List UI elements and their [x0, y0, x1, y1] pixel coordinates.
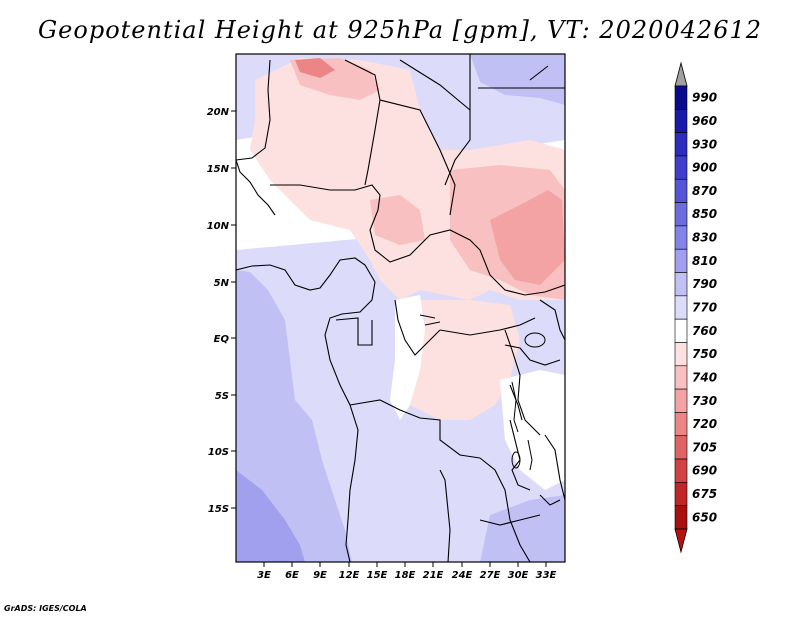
lon-axis: [263, 562, 547, 567]
colorbar-label: 690: [692, 464, 717, 478]
field-pink-central: [410, 300, 520, 420]
colorbar-swatch: [674, 85, 688, 110]
colorbar-swatch: [674, 435, 688, 460]
colorbar-label: 960: [692, 114, 717, 128]
lat-label: 20N: [207, 107, 230, 118]
colorbar: 990 960 930 900 870 850 830 810 790 770 760 750 740 7…: [674, 61, 717, 554]
lon-label: 33E: [536, 570, 557, 581]
lon-label: 27E: [480, 570, 501, 581]
colorbar-label: 850: [692, 207, 717, 221]
colorbar-label: 900: [692, 161, 717, 175]
colorbar-swatch: [674, 109, 688, 133]
colorbar-label: 870: [692, 184, 717, 198]
grads-credit: GrADS: IGES/COLA: [4, 604, 87, 613]
lat-labels: 20N 15N 10N 5N EQ 5S 10S 15S: [207, 107, 230, 515]
lon-label: 6E: [285, 570, 299, 581]
field-atlantic-low: [236, 270, 352, 562]
lat-label: 15S: [208, 504, 229, 515]
lat-axis: [231, 110, 236, 509]
lon-label: 24E: [452, 570, 473, 581]
colorbar-swatch: [674, 388, 688, 413]
colorbar-swatch: [674, 318, 688, 343]
field-ne-blue: [470, 54, 565, 105]
field-se-blue: [480, 495, 565, 562]
lon-label: 3E: [257, 570, 271, 581]
lakes: [511, 332, 546, 471]
colorbar-swatch: [674, 458, 688, 483]
colorbar-label: 830: [692, 231, 717, 245]
lat-label: 5N: [214, 278, 230, 289]
lon-label: 30E: [508, 570, 529, 581]
lon-labels: 3E 6E 9E 12E 15E 18E 21E 24E 27E 30E 33E: [257, 570, 556, 581]
lat-label: 15N: [207, 164, 230, 175]
colorbar-label: 705: [692, 440, 717, 454]
colorbar-under-triangle: [674, 528, 688, 554]
lat-label: 5S: [215, 391, 229, 402]
colorbar-swatch: [674, 295, 688, 320]
field-atlantic-lower: [236, 470, 305, 562]
colorbar-label: 720: [692, 417, 717, 431]
colorbar-label: 790: [692, 277, 717, 291]
field-pink-top: [295, 58, 335, 78]
colorbar-swatch: [674, 505, 688, 530]
colorbar-label: 750: [692, 347, 717, 361]
colorbar-swatch: [674, 202, 688, 227]
colorbar-swatch: [674, 248, 688, 273]
colorbar-label: 730: [692, 394, 717, 408]
colorbar-label: 650: [692, 510, 717, 524]
lon-label: 15E: [367, 570, 388, 581]
colorbar-label: 770: [692, 301, 717, 315]
map-title: Geopotential Height at 925hPa [gpm], VT:…: [38, 16, 762, 44]
colorbar-label: 740: [692, 370, 717, 384]
lat-label: EQ: [214, 334, 230, 345]
lat-label: 10N: [207, 221, 230, 232]
colorbar-swatch: [674, 272, 688, 297]
lon-label: 21E: [423, 570, 444, 581]
colorbar-swatch: [674, 365, 688, 390]
colorbar-swatch: [674, 412, 688, 437]
colorbar-label: 990: [692, 91, 717, 105]
field-pink-mid3: [370, 195, 425, 245]
colorbar-label: 810: [692, 254, 717, 268]
colorbar-label: 675: [692, 487, 717, 501]
lon-label: 18E: [395, 570, 416, 581]
field-pink-strong: [490, 190, 565, 285]
colorbar-swatch: [674, 155, 688, 180]
map-frame: [235, 53, 566, 563]
colorbar-over-triangle: [674, 61, 688, 87]
colorbar-swatch: [674, 132, 688, 157]
colorbar-label: 760: [692, 324, 717, 338]
field-white-center: [390, 295, 425, 420]
lon-label: 9E: [313, 570, 327, 581]
colorbar-swatch: [674, 178, 688, 203]
lon-label: 12E: [339, 570, 360, 581]
colorbar-label: 930: [692, 137, 717, 151]
colorbar-swatch: [674, 342, 688, 367]
lat-label: 10S: [208, 447, 229, 458]
colorbar-swatch: [674, 482, 688, 506]
colorbar-swatch: [674, 225, 688, 250]
country-borders: [236, 54, 565, 562]
map-panel: [236, 54, 565, 562]
